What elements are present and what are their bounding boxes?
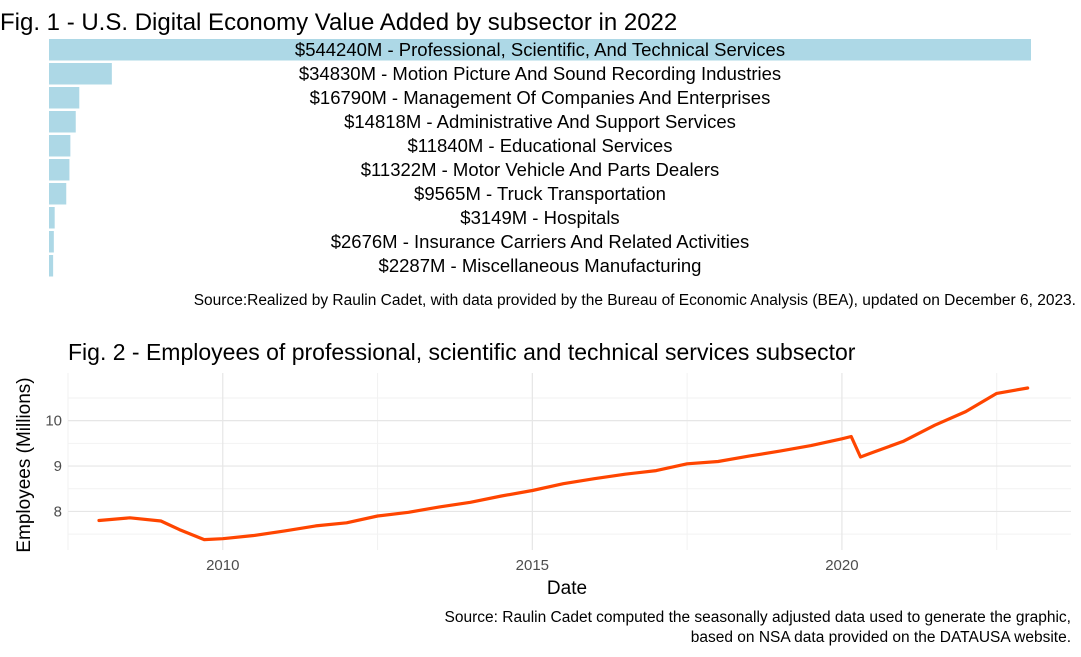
fig1-bar-chart: Fig. 1 - U.S. Digital Economy Value Adde… <box>0 9 1076 309</box>
fig1-bar-3 <box>49 111 76 133</box>
fig1-bar-label-8: $2676M - Insurance Carriers And Related … <box>331 231 750 252</box>
fig1-bar-6 <box>49 183 67 205</box>
fig1-bar-label-1: $34830M - Motion Picture And Sound Recor… <box>299 63 781 84</box>
fig2-grid <box>67 373 1071 550</box>
fig1-bar-label-3: $14818M - Administrative And Support Ser… <box>344 111 736 132</box>
fig1-bars <box>49 39 1031 277</box>
fig1-bar-label-6: $9565M - Truck Transportation <box>414 183 666 204</box>
fig2-line-chart: Fig. 2 - Employees of professional, scie… <box>14 339 1071 646</box>
fig1-bar-label-7: $3149M - Hospitals <box>460 207 619 228</box>
fig1-bar-label-4: $11840M - Educational Services <box>408 135 673 156</box>
fig2-caption-line-1: Source: Raulin Cadet computed the season… <box>445 609 1071 626</box>
fig1-bar-7 <box>49 207 55 229</box>
fig2-series-line <box>97 386 1030 542</box>
fig2-y-axis-label: Employees (Millions) <box>14 377 35 552</box>
fig1-bar-5 <box>49 159 70 181</box>
fig1-bar-4 <box>49 135 71 157</box>
fig2-y-tick-labels: 8 9 10 <box>45 413 62 521</box>
fig1-title: Fig. 1 - U.S. Digital Economy Value Adde… <box>0 9 677 36</box>
fig1-bar-label-2: $16790M - Management Of Companies And En… <box>310 87 771 108</box>
fig1-bar-8 <box>49 231 54 253</box>
fig2-y-tick-label: 10 <box>45 413 62 430</box>
fig1-bar-label-5: $11322M - Motor Vehicle And Parts Dealer… <box>361 159 720 180</box>
fig1-bar-labels: $544240M - Professional, Scientific, And… <box>295 39 785 276</box>
fig2-x-tick-labels: 2010 2015 2020 <box>206 557 859 574</box>
fig1-bar-9 <box>49 255 54 277</box>
fig1-bar-2 <box>49 87 80 109</box>
fig1-caption: Source:Realized by Raulin Cadet, with da… <box>194 292 1076 309</box>
fig2-caption-line-2: based on NSA data provided on the DATAUS… <box>691 629 1071 646</box>
fig1-bar-1 <box>49 63 112 85</box>
fig1-bar-label-9: $2287M - Miscellaneous Manufacturing <box>379 255 702 276</box>
fig2-title: Fig. 2 - Employees of professional, scie… <box>68 339 856 365</box>
fig2-x-axis-label: Date <box>547 578 587 599</box>
fig2-x-tick-label: 2015 <box>516 557 549 574</box>
fig2-x-tick-label: 2010 <box>206 557 239 574</box>
fig1-bar-0 <box>49 39 1031 61</box>
fig2-x-tick-label: 2020 <box>825 557 858 574</box>
fig2-y-tick-label: 9 <box>54 458 62 475</box>
fig1-bar-label-0: $544240M - Professional, Scientific, And… <box>295 39 785 60</box>
fig2-y-tick-label: 8 <box>54 503 62 520</box>
